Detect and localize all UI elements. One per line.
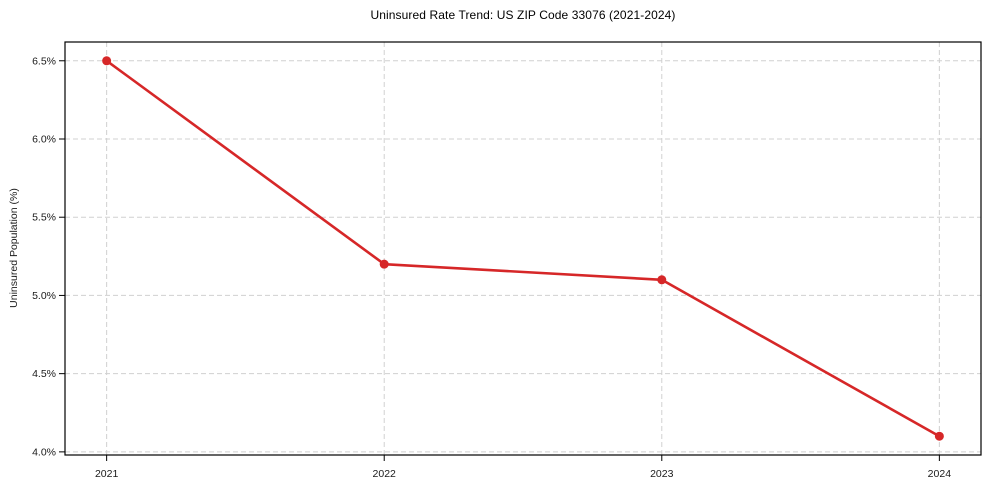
axes-spines	[64, 41, 982, 456]
x-tick-label: 2022	[373, 468, 397, 480]
plot-background	[65, 42, 981, 455]
chart-title: Uninsured Rate Trend: US ZIP Code 33076 …	[370, 8, 676, 22]
x-tick-label: 2021	[95, 468, 119, 480]
y-tick-label: 6.0%	[32, 133, 56, 145]
x-tick-label: 2023	[650, 468, 674, 480]
trend-line	[105, 59, 941, 438]
data-point	[102, 56, 112, 66]
y-tick-label: 6.5%	[32, 55, 56, 67]
y-tick-label: 5.0%	[32, 290, 56, 302]
y-tick-label: 4.5%	[32, 368, 56, 380]
data-point	[934, 431, 944, 441]
x-tick-label: 2024	[928, 468, 952, 480]
y-tick-label: 5.5%	[32, 212, 56, 224]
y-tick-label: 4.0%	[32, 446, 56, 458]
data-point	[657, 275, 667, 285]
data-point	[379, 259, 389, 269]
